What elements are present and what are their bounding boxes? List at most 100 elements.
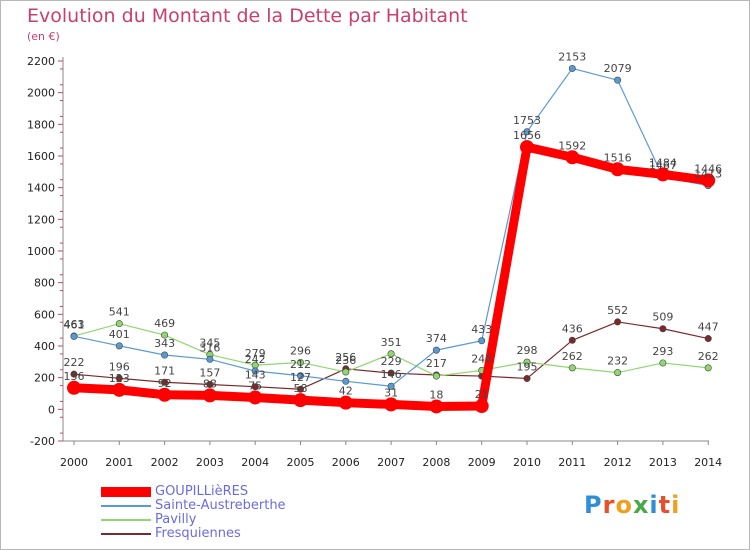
data-label: 343 <box>154 337 175 350</box>
data-label: 1446 <box>694 162 722 175</box>
data-point <box>67 380 81 395</box>
data-label: 222 <box>64 356 85 369</box>
data-point <box>115 342 123 350</box>
legend-swatch <box>101 533 151 535</box>
x-tick-label: 2001 <box>105 456 133 469</box>
legend-label: Pavilly <box>155 512 197 527</box>
data-label: 279 <box>245 347 266 360</box>
data-point <box>568 364 576 372</box>
data-point <box>387 369 395 377</box>
data-point <box>293 393 308 408</box>
data-point <box>296 358 304 366</box>
data-point <box>565 150 580 165</box>
y-tick-label: 1600 <box>27 150 55 163</box>
y-tick-label: 1800 <box>27 118 55 131</box>
data-point <box>202 388 217 403</box>
data-label: 157 <box>199 366 220 379</box>
data-label: 195 <box>517 360 538 373</box>
data-point <box>387 382 395 390</box>
data-label: 196 <box>109 360 130 373</box>
data-point <box>296 372 304 380</box>
x-tick-label: 2013 <box>649 456 677 469</box>
y-tick-label: 600 <box>34 308 55 321</box>
data-point <box>206 355 214 363</box>
data-point <box>520 140 534 155</box>
data-point <box>568 64 576 72</box>
data-label: 75 <box>248 379 262 392</box>
x-tick-label: 2010 <box>513 456 541 469</box>
data-label: 232 <box>607 355 628 368</box>
data-label: 58 <box>294 382 308 395</box>
data-point <box>659 325 667 333</box>
data-label: 171 <box>154 364 175 377</box>
data-label: 2079 <box>604 62 632 75</box>
legend-label: Sainte-Austreberthe <box>155 498 286 513</box>
x-tick-label: 2003 <box>196 456 224 469</box>
x-tick-label: 2006 <box>332 456 360 469</box>
data-label: 433 <box>471 323 492 336</box>
x-tick-label: 2007 <box>377 456 405 469</box>
data-label: 212 <box>290 358 311 371</box>
data-point <box>704 335 712 343</box>
data-label: 127 <box>290 371 311 384</box>
data-point <box>614 76 622 84</box>
proxiti-logo: Proxiti <box>584 491 681 519</box>
legend-item: Fresquiennes <box>101 527 286 541</box>
y-tick-label: 1200 <box>27 213 55 226</box>
legend-item: GOUPILLièRES <box>101 485 286 499</box>
data-point <box>161 351 169 359</box>
x-tick-label: 2011 <box>558 456 586 469</box>
data-point <box>112 382 127 397</box>
data-label: 242 <box>245 353 266 366</box>
x-tick-label: 2002 <box>151 456 179 469</box>
data-point <box>704 364 712 372</box>
y-tick-label: 400 <box>34 340 55 353</box>
data-label: 463 <box>64 318 85 331</box>
data-label: 1467 <box>649 159 677 172</box>
data-label: 345 <box>199 337 220 350</box>
data-label: 18 <box>429 388 443 401</box>
x-tick-label: 2004 <box>241 456 269 469</box>
x-tick-label: 2012 <box>604 456 632 469</box>
data-point <box>206 380 214 388</box>
data-point <box>157 387 172 402</box>
data-point <box>659 359 667 367</box>
data-point <box>115 320 123 328</box>
data-point <box>251 367 259 375</box>
y-tick-label: 2200 <box>27 55 55 68</box>
data-label: 461 <box>64 318 85 331</box>
data-point <box>161 331 169 339</box>
data-label: 246 <box>471 352 492 365</box>
data-label: 436 <box>562 322 583 335</box>
data-label: 298 <box>517 344 538 357</box>
data-point <box>523 128 531 136</box>
data-label: 2153 <box>558 50 586 63</box>
data-label: 469 <box>154 317 175 330</box>
data-point <box>478 337 486 345</box>
data-point <box>614 318 622 326</box>
data-point <box>248 390 263 405</box>
data-label: 262 <box>698 350 719 363</box>
x-tick-label: 2005 <box>287 456 315 469</box>
legend-item: Pavilly <box>101 513 286 527</box>
data-label: 31 <box>384 386 398 399</box>
data-label: 541 <box>109 306 130 319</box>
y-tick-label: 1400 <box>27 182 55 195</box>
y-tick-label: 200 <box>34 372 55 385</box>
data-label: 374 <box>426 332 447 345</box>
data-label: 296 <box>290 344 311 357</box>
legend-swatch <box>101 505 151 507</box>
data-point <box>429 399 444 414</box>
chart-title: Evolution du Montant de la Dette par Hab… <box>27 5 468 27</box>
data-point <box>610 162 625 177</box>
legend-label: Fresquiennes <box>155 526 241 541</box>
data-point <box>296 385 304 393</box>
data-label: 401 <box>109 328 130 341</box>
y-tick-label: 2000 <box>27 87 55 100</box>
data-point <box>655 167 670 182</box>
data-point <box>342 377 350 385</box>
data-point <box>115 374 123 382</box>
legend-swatch <box>101 487 151 497</box>
data-label: 1484 <box>649 156 677 169</box>
